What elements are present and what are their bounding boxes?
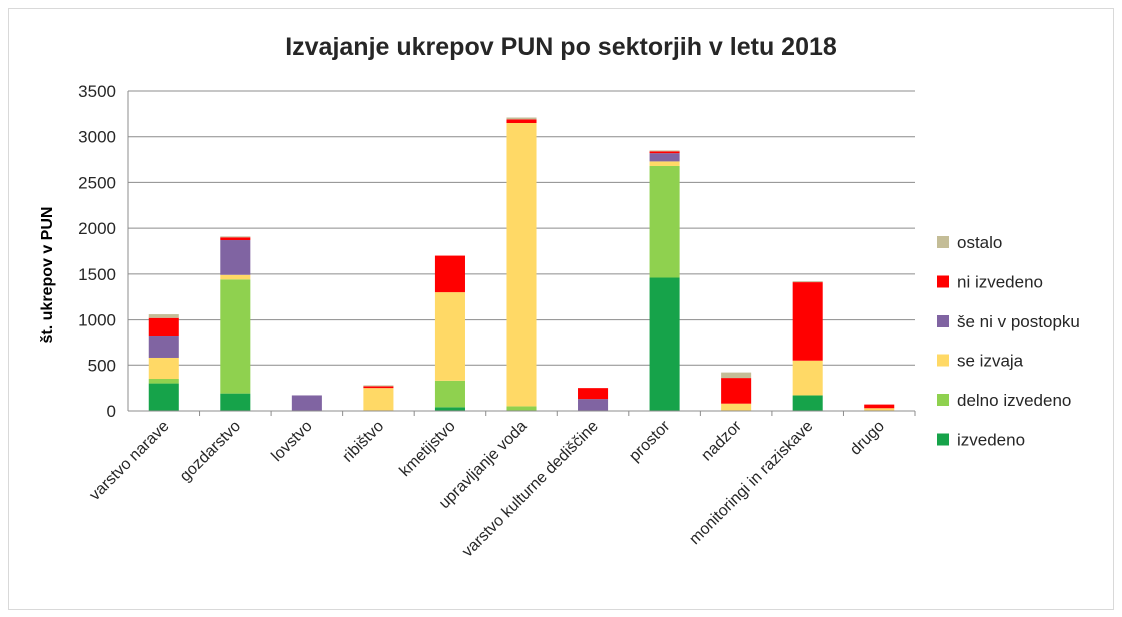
legend-swatch [937, 433, 949, 446]
bar-segment [649, 151, 680, 154]
legend-label: ni izvedeno [957, 273, 1043, 292]
bar-segment [721, 372, 752, 379]
legend-label: še ni v postopku [957, 312, 1080, 331]
bar-segment [220, 236, 251, 238]
legend-swatch [937, 236, 949, 248]
bar-segment [506, 123, 537, 407]
y-tick-label: 1000 [78, 311, 116, 330]
y-tick-label: 2500 [78, 173, 116, 192]
legend-swatch [937, 315, 949, 327]
bar-segment [363, 386, 394, 389]
x-axis-ticks: varstvo narave gozdarstvo lovstvo ribištvo k… [86, 417, 888, 560]
y-axis-ticks: 0 500 1000 1500 2000 2500 3000 3500 [78, 82, 116, 421]
bar-segment [220, 240, 251, 275]
legend-swatch [937, 394, 949, 406]
bar-segment [649, 165, 680, 278]
bar-segment [721, 403, 752, 411]
x-tick-label: lovstvo [268, 418, 315, 465]
bar-segment [649, 277, 680, 411]
chart-title: Izvajanje ukrepov PUN po sektorjih v let… [285, 33, 837, 61]
legend-swatch [937, 275, 949, 288]
legend: ostalo ni izvedeno še ni v postopku se izva… [937, 233, 1080, 450]
bar-segment [864, 404, 895, 409]
y-tick-label: 2000 [78, 219, 116, 238]
bar-segment [792, 360, 823, 396]
bar-segment [506, 117, 537, 120]
bar-segment [220, 274, 251, 280]
bar-segment [506, 406, 537, 411]
bar-segment [434, 380, 465, 408]
bar-segment [792, 282, 823, 361]
legend-label: izvedeno [957, 431, 1025, 450]
bar-segment [721, 378, 752, 404]
bar-segment [363, 385, 394, 387]
legend-swatch [937, 354, 949, 367]
bar-segment [291, 395, 322, 411]
bar-segment [864, 408, 895, 411]
x-tick-label: monitoringi in raziskave [686, 418, 816, 548]
bar-segment [148, 383, 179, 411]
legend-label: se izvaja [957, 352, 1024, 371]
y-axis-label: št. ukrepov v PUN [39, 207, 56, 344]
bar-segment [578, 388, 609, 400]
bar-segment [434, 407, 465, 411]
y-tick-label: 1500 [78, 265, 116, 284]
bar-segment [649, 153, 680, 162]
bar-segment [148, 314, 179, 318]
bar-segment [578, 399, 609, 411]
bar-segment [649, 161, 680, 166]
y-tick-label: 500 [88, 356, 116, 375]
y-tick-label: 0 [107, 402, 116, 421]
x-tick-label: drugo [847, 418, 888, 459]
x-tick-label: varstvo narave [86, 418, 172, 504]
bar-segment [220, 393, 251, 411]
bar-segment [148, 379, 179, 384]
bar-segment [148, 317, 179, 337]
axes [127, 91, 916, 416]
x-tick-label: gozdarstvo [177, 418, 244, 485]
y-tick-label: 3000 [78, 128, 116, 147]
bar-segment [649, 150, 680, 152]
x-tick-label: varstvo kulturne dediščine [459, 418, 602, 561]
x-tick-label: ribištvo [339, 418, 387, 466]
bar-segment [220, 237, 251, 241]
bar-segment [434, 292, 465, 381]
bar-segment [792, 281, 823, 283]
x-tick-label: nadzor [698, 417, 745, 464]
bars [148, 117, 895, 411]
bar-segment [434, 255, 465, 293]
x-tick-label: kmetijstvo [396, 418, 458, 480]
bar-segment [792, 395, 823, 411]
bar-segment [506, 119, 537, 123]
bar-segment [363, 388, 394, 411]
y-tick-label: 3500 [78, 82, 116, 101]
chart-frame [8, 8, 1114, 610]
bar-segment [148, 336, 179, 358]
x-tick-label: prostor [626, 417, 674, 465]
bar-segment [148, 357, 179, 379]
bar-segment [220, 279, 251, 394]
legend-label: ostalo [957, 233, 1002, 252]
legend-label: delno izvedeno [957, 391, 1071, 410]
